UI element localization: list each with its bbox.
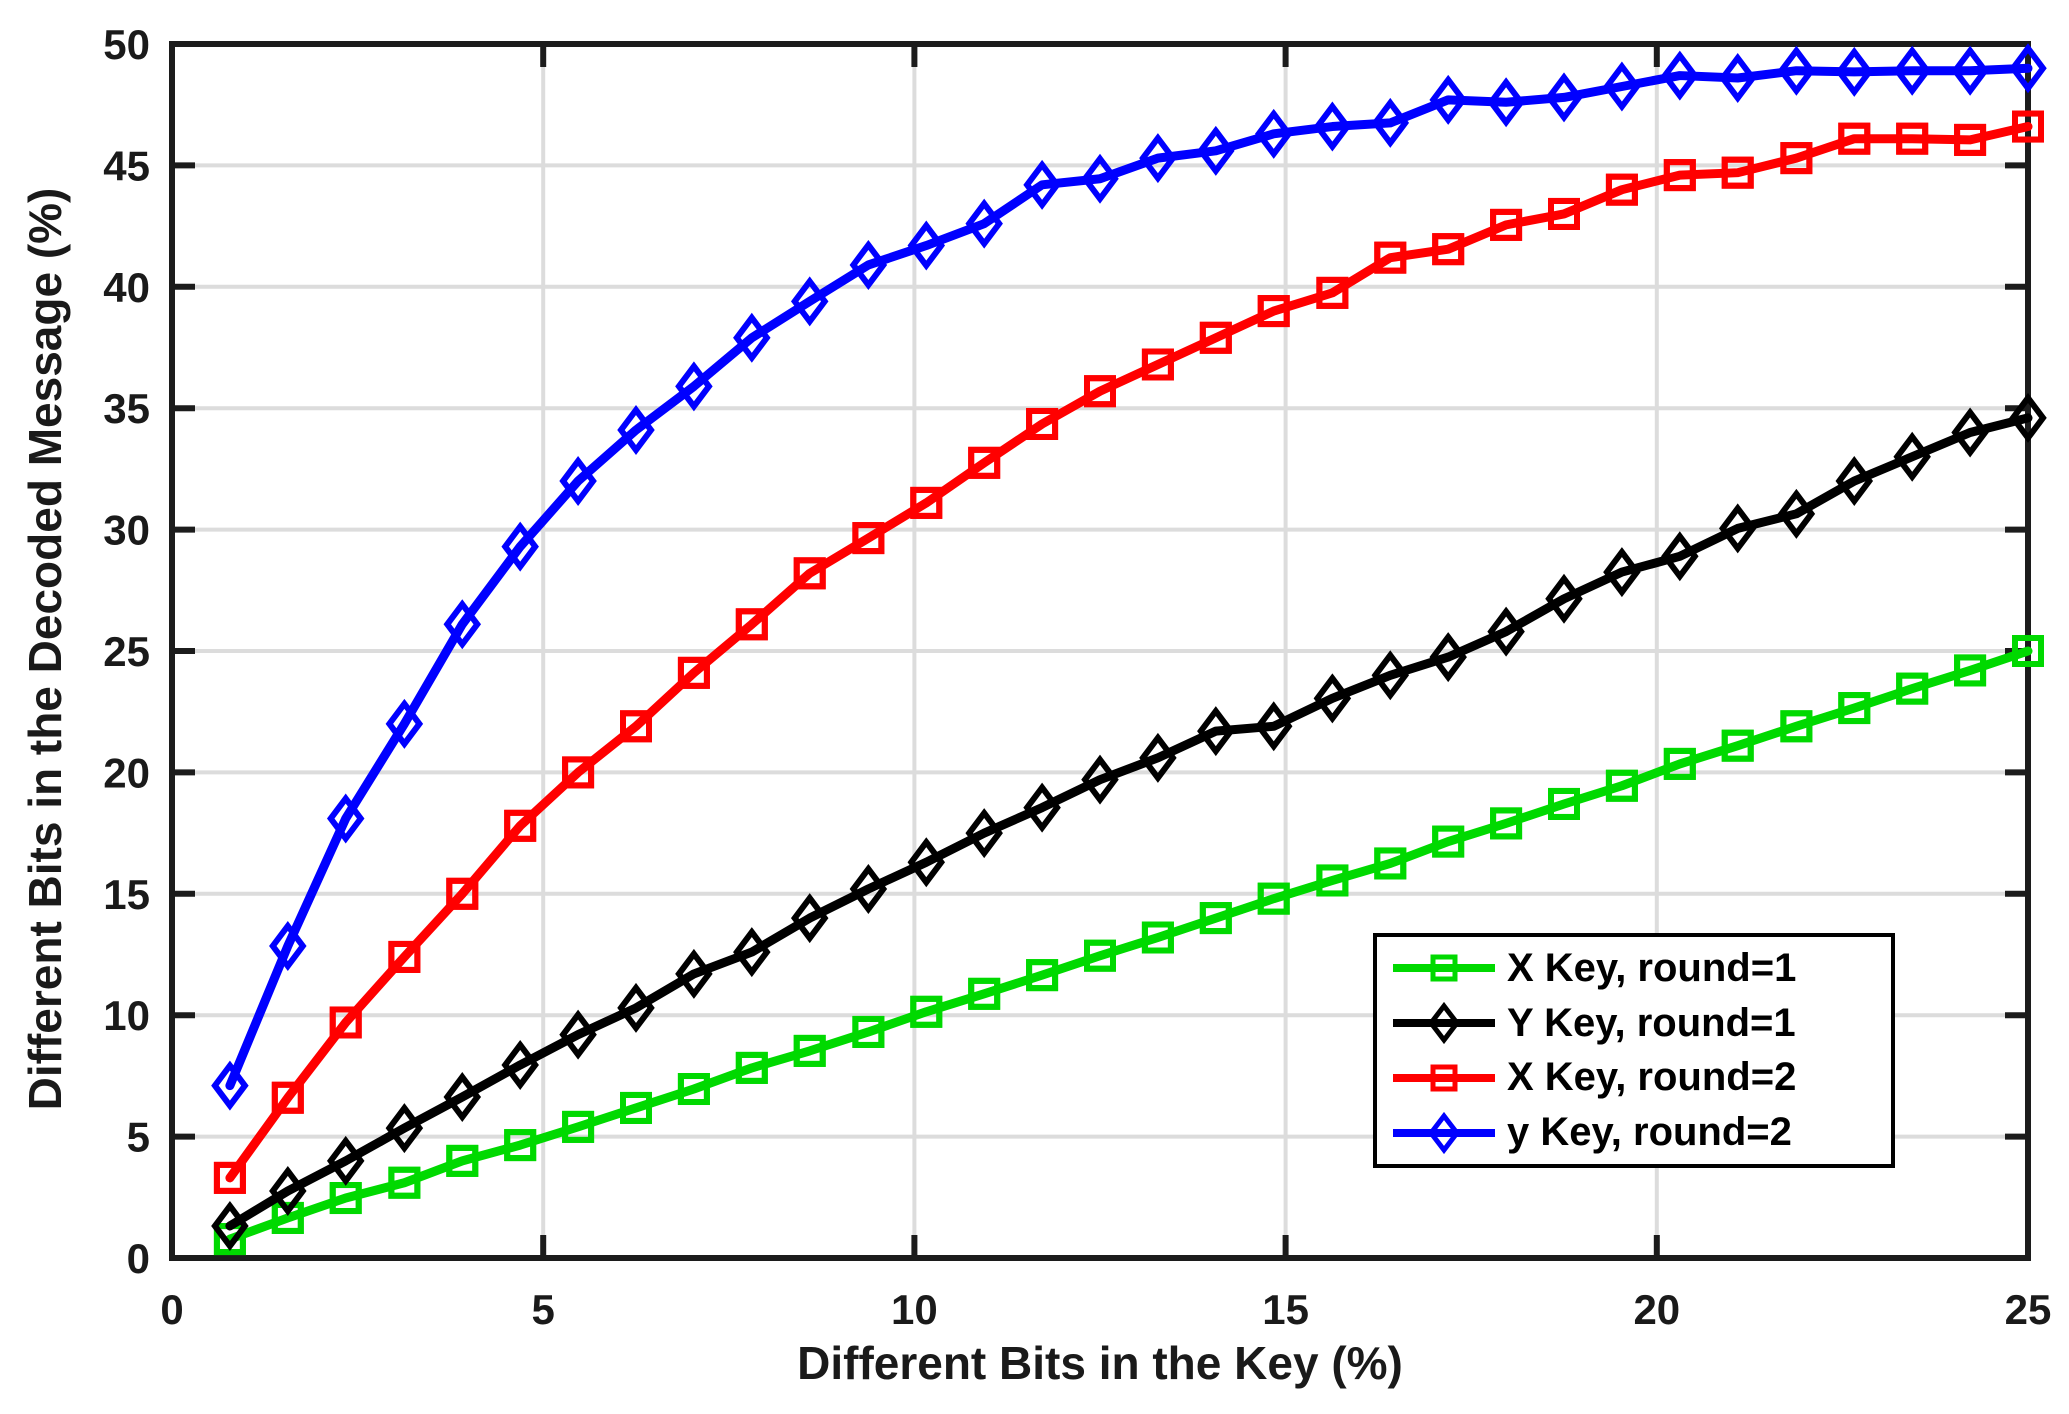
y-tick-label: 0 (127, 1235, 150, 1282)
y-axis-label: Different Bits in the Decoded Message (%… (19, 187, 71, 1111)
legend-label: X Key, round=2 (1507, 1055, 1797, 1100)
y-tick-labels: 0 5 10 15 20 25 30 35 40 45 50 (103, 21, 150, 1282)
x-tick-label: 15 (1262, 1286, 1309, 1333)
legend-sample-line-icon (1393, 1111, 1495, 1154)
y-tick-label: 35 (103, 385, 150, 432)
x-tick-label: 25 (2005, 1286, 2052, 1333)
x-tick-labels: 0 5 10 15 20 25 (160, 1286, 2051, 1333)
series-x-key-round-1 (213, 635, 2044, 1256)
y-tick-label: 50 (103, 21, 150, 68)
legend-sample-line-icon (1393, 1002, 1495, 1045)
x-tick-label: 0 (160, 1286, 183, 1333)
legend-sample-line-icon (1393, 954, 1495, 982)
y-tick-label: 20 (103, 749, 150, 796)
x-tick-label: 5 (532, 1286, 555, 1333)
legend-item: y Key, round=2 (1391, 1107, 1881, 1159)
legend-label: Y Key, round=1 (1507, 1000, 1796, 1045)
legend-item: X Key, round=1 (1391, 942, 1881, 994)
y-tick-label: 25 (103, 628, 150, 675)
series-y-key-round-2 (211, 43, 2047, 1111)
legend: X Key, round=1 Y Key, round=1 X Key, rou… (1373, 933, 1895, 1168)
y-tick-label: 5 (127, 1114, 150, 1161)
x-tick-label: 10 (891, 1286, 938, 1333)
y-tick-label: 30 (103, 507, 150, 554)
series-y-key-round-1 (211, 392, 2047, 1251)
y-tick-label: 45 (103, 142, 150, 189)
legend-label: y Key, round=2 (1507, 1110, 1792, 1155)
gridlines (172, 44, 2028, 1258)
x-tick-label: 20 (1633, 1286, 1680, 1333)
legend-item: Y Key, round=1 (1391, 997, 1881, 1049)
series-x-key-round-2 (213, 110, 2044, 1194)
y-tick-label: 15 (103, 871, 150, 918)
y-tick-label: 40 (103, 264, 150, 311)
y-tick-label: 10 (103, 992, 150, 1039)
legend-label: X Key, round=1 (1507, 945, 1797, 990)
legend-sample-line-icon (1393, 1064, 1495, 1092)
legend-item: X Key, round=2 (1391, 1052, 1881, 1104)
x-axis-label: Different Bits in the Key (%) (797, 1337, 1403, 1389)
